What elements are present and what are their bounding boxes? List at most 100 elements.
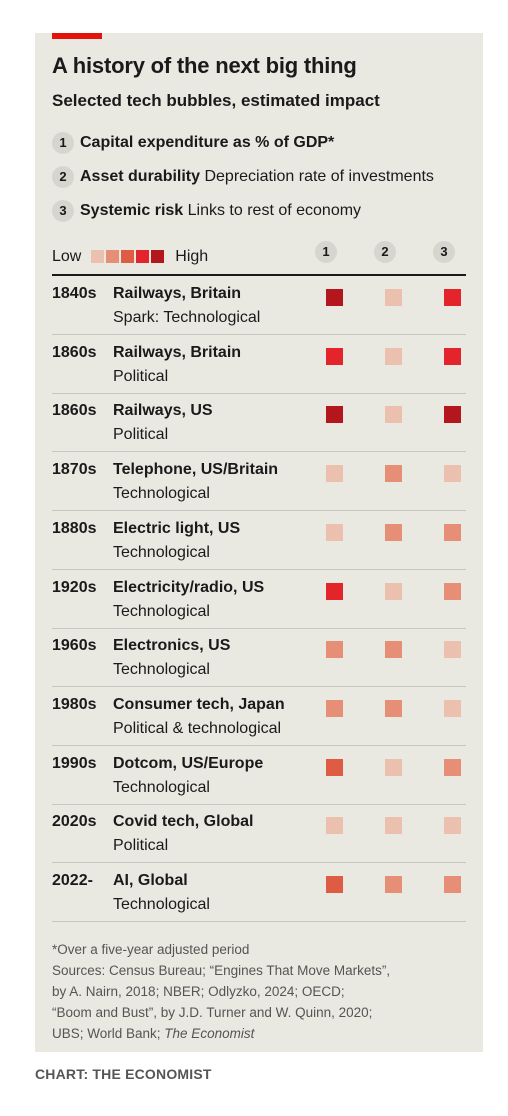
column-header-2: 2 — [374, 241, 396, 263]
row-year: 1840s — [52, 285, 97, 302]
footnote-line: “Boom and Bust”, by J.D. Turner and W. Q… — [52, 1005, 373, 1020]
row-spark: Spark: Technological — [113, 309, 261, 326]
rating-cell-2 — [385, 582, 402, 600]
rating-cell-3 — [444, 699, 461, 717]
legend-swatch — [105, 250, 119, 264]
rating-cell-1 — [326, 582, 343, 600]
row-spark: Political — [113, 837, 169, 855]
table-row: 1840s Railways, Britain Spark: Technologic… — [52, 277, 466, 335]
rating-cell-3 — [444, 347, 461, 365]
footnote-line: *Over a five-year adjusted period — [52, 942, 250, 957]
rating-cell-1 — [326, 289, 343, 306]
criterion-desc: Depreciation rate of investments — [200, 168, 434, 186]
row-divider — [52, 510, 466, 512]
table-row: 1880s Electric light, US Technological — [52, 512, 466, 570]
row-year: 1860s — [52, 402, 97, 420]
chart-card: A history of the next big thing Selected… — [35, 33, 483, 1052]
rating-cell-3 — [444, 289, 461, 306]
row-year: 1860s — [52, 343, 97, 361]
table-row: 1980s Consumer tech, Japan Political & tec… — [52, 688, 466, 746]
rating-cell-1 — [326, 347, 343, 365]
criterion-3: 3 Systemic risk Links to rest of economy — [52, 200, 361, 222]
table-row: 1920s Electricity/radio, US Technological — [52, 571, 466, 629]
rating-cell-2 — [385, 347, 402, 365]
rating-cell-1 — [326, 523, 343, 541]
footnote: *Over a five-year adjusted period Source… — [52, 939, 390, 1044]
legend-swatch — [135, 250, 149, 264]
criterion-2: 2 Asset durability Depreciation rate of i… — [52, 166, 434, 188]
footnote-line: by A. Nairn, 2018; NBER; Odlyzko, 2024; … — [52, 984, 345, 999]
legend-swatch — [150, 250, 164, 264]
row-divider — [52, 334, 466, 335]
chart-title: A history of the next big thing — [52, 53, 357, 78]
row-spark: Political & technological — [113, 719, 282, 737]
row-divider — [52, 921, 466, 922]
row-spark: Political — [113, 426, 169, 444]
row-spark: Technological — [113, 778, 210, 796]
rating-cell-1 — [326, 465, 343, 483]
row-year: 2022- — [52, 872, 93, 889]
column-header-1: 1 — [315, 241, 337, 263]
row-divider — [52, 686, 466, 688]
row-spark: Technological — [113, 602, 210, 620]
row-spark: Technological — [113, 543, 210, 561]
footnote-line: UBS; World Bank; The Economist — [52, 1026, 255, 1041]
criterion-desc: Links to rest of economy — [183, 202, 362, 220]
rating-cell-1 — [326, 817, 343, 835]
criterion-1: 1 Capital expenditure as % of GDP* — [52, 132, 334, 154]
row-year: 1990s — [52, 754, 97, 772]
rating-cell-3 — [444, 758, 461, 776]
table-row: 2020s Covid tech, Global Political — [52, 805, 466, 864]
row-bubble-name: AI, Global — [113, 872, 188, 889]
chart-subtitle: Selected tech bubbles, estimated impact — [52, 91, 380, 110]
criterion-label: Capital expenditure as % of GDP* — [80, 134, 335, 152]
row-spark: Technological — [113, 485, 210, 503]
row-year: 1960s — [52, 637, 97, 655]
row-divider — [52, 862, 466, 864]
criterion-label: Systemic risk — [80, 202, 184, 220]
row-bubble-name: Electricity/radio, US — [113, 578, 265, 596]
row-bubble-name: Telephone, US/Britain — [113, 461, 279, 479]
table-row: 1860s Railways, US Political — [52, 394, 466, 453]
rating-cell-3 — [444, 582, 461, 600]
legend-high-label: High — [175, 248, 209, 266]
rating-cell-1 — [326, 406, 343, 424]
table-row: 1960s Electronics, US Technological — [52, 629, 466, 688]
legend-swatches — [90, 248, 166, 266]
rating-cell-3 — [444, 523, 461, 541]
row-bubble-name: Railways, Britain — [113, 343, 242, 361]
row-year: 1880s — [52, 519, 97, 537]
row-bubble-name: Electronics, US — [113, 637, 231, 655]
row-spark: Technological — [113, 661, 210, 679]
row-year: 1870s — [52, 461, 97, 479]
row-divider — [52, 627, 466, 629]
rating-cell-1 — [326, 699, 343, 717]
legend-low-label: Low — [52, 248, 82, 266]
rating-cell-1 — [326, 758, 343, 776]
rating-cell-2 — [385, 406, 402, 424]
rating-cell-3 — [444, 641, 461, 659]
row-spark: Political — [113, 367, 169, 385]
criterion-number: 1 — [52, 132, 74, 154]
table-row: 1860s Railways, Britain Political — [52, 336, 466, 394]
criterion-label: Asset durability — [80, 168, 201, 186]
row-divider — [52, 392, 466, 394]
rating-cell-1 — [326, 876, 343, 893]
row-year: 1920s — [52, 578, 97, 596]
table-row: 1990s Dotcom, US/Europe Technological — [52, 747, 466, 805]
header-rule — [52, 274, 466, 276]
rating-cell-2 — [385, 699, 402, 717]
rating-cell-2 — [385, 641, 402, 659]
rating-cell-2 — [385, 465, 402, 483]
row-bubble-name: Dotcom, US/Europe — [113, 754, 264, 772]
row-divider — [52, 451, 466, 453]
footnote-source-italic: The Economist — [164, 1026, 255, 1041]
row-bubble-name: Covid tech, Global — [113, 813, 254, 831]
chart-credit: CHART: THE ECONOMIST — [35, 1066, 212, 1082]
row-bubble-name: Consumer tech, Japan — [113, 695, 285, 713]
brand-tab — [52, 33, 102, 39]
row-divider — [52, 744, 466, 746]
rating-cell-2 — [385, 758, 402, 776]
rating-cell-2 — [385, 289, 402, 306]
table-row: 2022- AI, Global Technological — [52, 864, 466, 922]
